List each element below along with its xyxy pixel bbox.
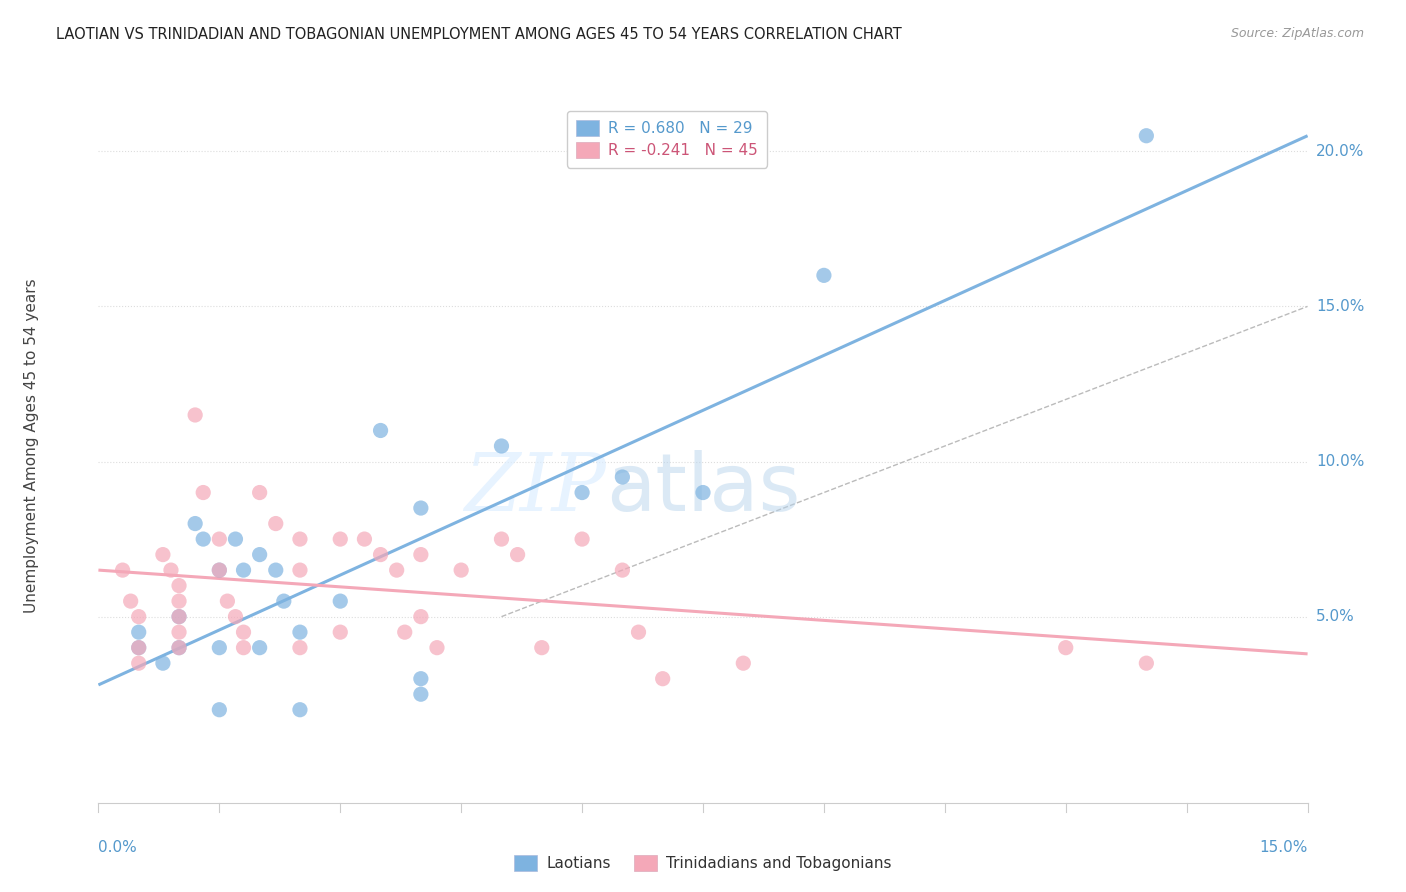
Point xyxy=(385,563,408,577)
Text: 15.0%: 15.0% xyxy=(1316,299,1364,314)
Point xyxy=(152,548,174,562)
Point xyxy=(813,268,835,283)
Point xyxy=(111,563,134,577)
Point xyxy=(571,485,593,500)
Point xyxy=(232,625,254,640)
Point xyxy=(167,625,190,640)
Point xyxy=(409,672,432,686)
Point xyxy=(208,532,231,546)
Point xyxy=(370,424,392,438)
Point xyxy=(193,485,215,500)
Text: atlas: atlas xyxy=(606,450,800,528)
Point xyxy=(651,672,673,686)
Point xyxy=(264,563,287,577)
Point xyxy=(612,563,634,577)
Point xyxy=(506,548,529,562)
Point xyxy=(288,625,311,640)
Point xyxy=(571,532,593,546)
Point xyxy=(128,640,150,655)
Point xyxy=(208,563,231,577)
Point xyxy=(329,532,352,546)
Point xyxy=(208,640,231,655)
Point xyxy=(167,594,190,608)
Point xyxy=(217,594,239,608)
Point xyxy=(208,703,231,717)
Point xyxy=(733,656,755,670)
Point xyxy=(167,609,190,624)
Point xyxy=(370,548,392,562)
Point xyxy=(128,609,150,624)
Point xyxy=(409,687,432,701)
Text: ZIP: ZIP xyxy=(464,450,606,527)
Text: 10.0%: 10.0% xyxy=(1316,454,1364,469)
Point xyxy=(224,609,246,624)
Point xyxy=(232,563,254,577)
Point xyxy=(288,703,311,717)
Point xyxy=(491,439,513,453)
Text: 20.0%: 20.0% xyxy=(1316,144,1364,159)
Point xyxy=(128,625,150,640)
Text: 15.0%: 15.0% xyxy=(1260,840,1308,855)
Point xyxy=(264,516,287,531)
Point xyxy=(409,548,432,562)
Legend: Laotians, Trinidadians and Tobagonians: Laotians, Trinidadians and Tobagonians xyxy=(509,849,897,877)
Point xyxy=(167,579,190,593)
Text: 0.0%: 0.0% xyxy=(98,840,138,855)
Point xyxy=(249,548,271,562)
Text: 5.0%: 5.0% xyxy=(1316,609,1354,624)
Point xyxy=(530,640,553,655)
Point xyxy=(1135,128,1157,143)
Point xyxy=(627,625,650,640)
Point xyxy=(409,501,432,516)
Point xyxy=(184,516,207,531)
Text: LAOTIAN VS TRINIDADIAN AND TOBAGONIAN UNEMPLOYMENT AMONG AGES 45 TO 54 YEARS COR: LAOTIAN VS TRINIDADIAN AND TOBAGONIAN UN… xyxy=(56,27,903,42)
Point xyxy=(394,625,416,640)
Point xyxy=(491,532,513,546)
Point xyxy=(288,563,311,577)
Point xyxy=(120,594,142,608)
Point xyxy=(167,640,190,655)
Point xyxy=(152,656,174,670)
Point xyxy=(128,656,150,670)
Text: Source: ZipAtlas.com: Source: ZipAtlas.com xyxy=(1230,27,1364,40)
Point xyxy=(612,470,634,484)
Point xyxy=(128,640,150,655)
Point xyxy=(184,408,207,422)
Point xyxy=(426,640,449,655)
Point xyxy=(249,485,271,500)
Text: Unemployment Among Ages 45 to 54 years: Unemployment Among Ages 45 to 54 years xyxy=(24,278,39,614)
Point xyxy=(224,532,246,546)
Point xyxy=(692,485,714,500)
Point xyxy=(450,563,472,577)
Point xyxy=(353,532,375,546)
Point xyxy=(409,609,432,624)
Point xyxy=(288,640,311,655)
Point xyxy=(193,532,215,546)
Point xyxy=(232,640,254,655)
Point xyxy=(1054,640,1077,655)
Point xyxy=(329,625,352,640)
Point xyxy=(249,640,271,655)
Point xyxy=(167,609,190,624)
Point xyxy=(1135,656,1157,670)
Point xyxy=(167,640,190,655)
Point xyxy=(329,594,352,608)
Point xyxy=(288,532,311,546)
Point xyxy=(273,594,295,608)
Point xyxy=(208,563,231,577)
Point xyxy=(160,563,183,577)
